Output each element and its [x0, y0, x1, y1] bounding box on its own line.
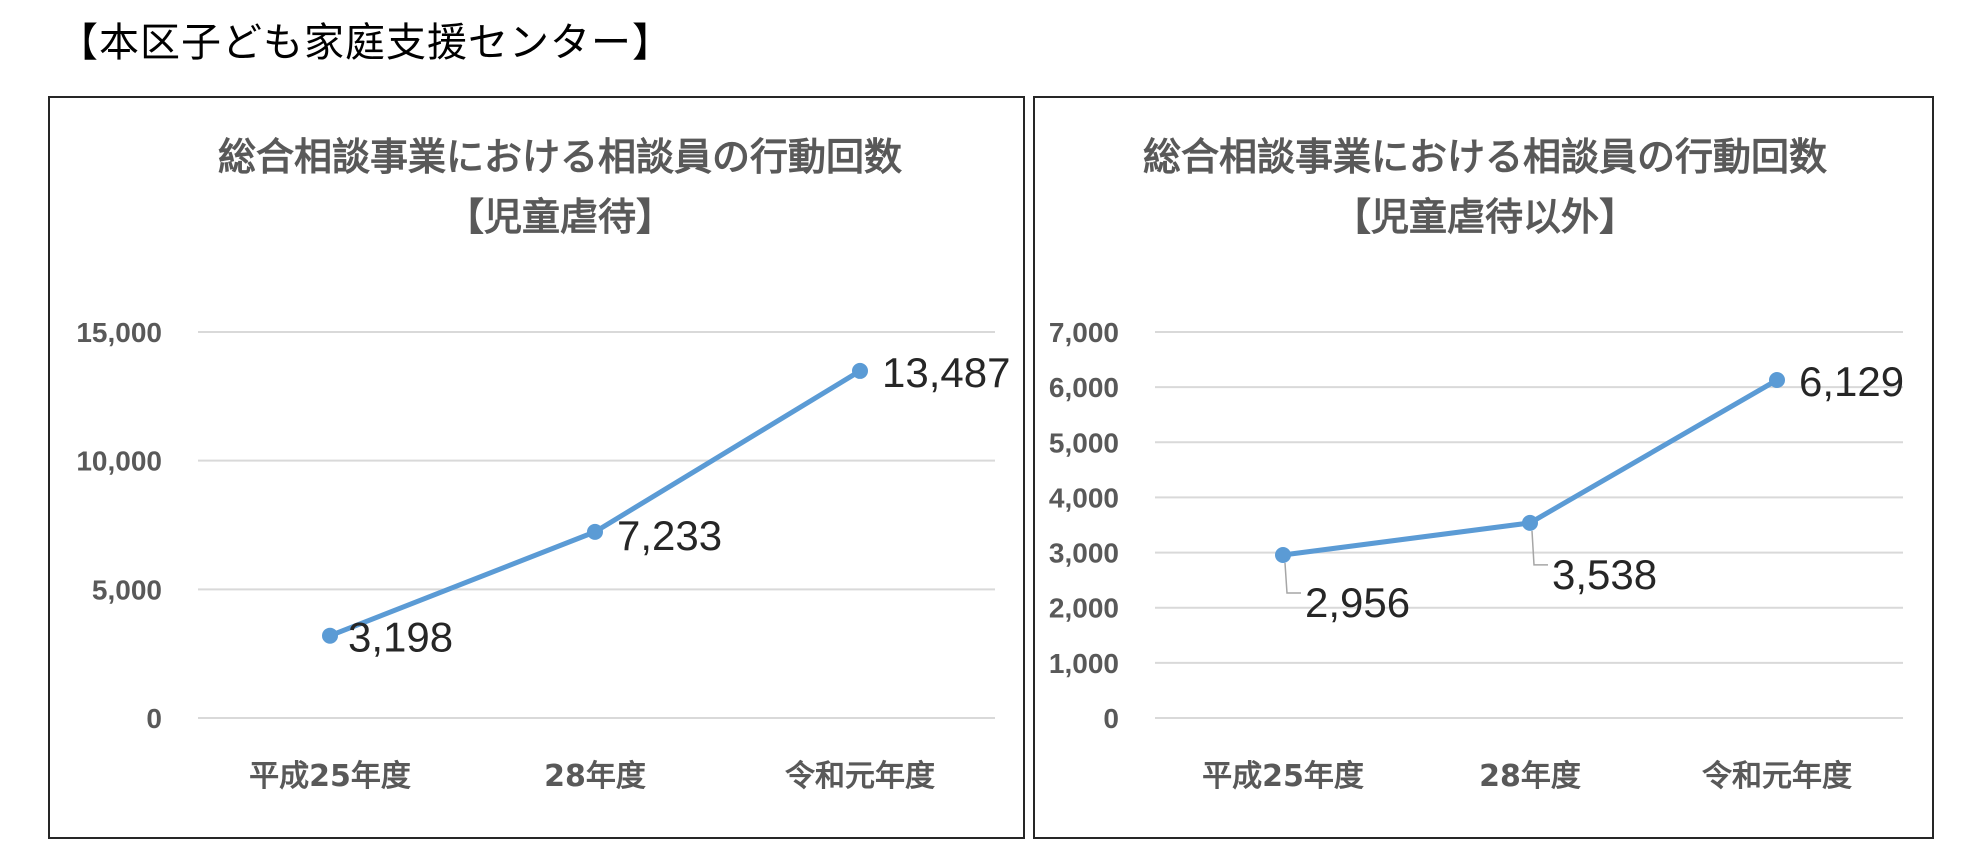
line-chart-other-than-child-abuse: 総合相談事業における相談員の行動回数【児童虐待以外】 0 1,000 2,000 3,0… [1049, 135, 1904, 794]
data-point-1 [1522, 514, 1538, 531]
leader-line-1 [1531, 530, 1548, 566]
chart-title: 総合相談事業における相談員の行動回数 [218, 135, 902, 179]
chart-panel-other-than-child-abuse: 総合相談事業における相談員の行動回数 【児童虐待以外】 0 1,000 2,000 3,0… [1033, 96, 1934, 839]
data-label-2: 6,129 [1799, 358, 1904, 405]
y-tick-label-0: 0 [146, 703, 162, 734]
x-category-label-2: 令和元年度 [785, 759, 935, 794]
data-label-0: 3,198 [348, 614, 453, 661]
chart-subtitle: 【児童虐待以外】 [1333, 195, 1637, 239]
y-tick-label-10000: 10,000 [76, 446, 162, 477]
data-point-2 [1769, 372, 1785, 389]
x-category-label-2: 令和元年度 [1702, 759, 1852, 794]
y-tick-label-0: 0 [1103, 703, 1119, 734]
y-tick-label-1000: 1,000 [1049, 648, 1119, 679]
y-tick-label-6000: 6,000 [1049, 372, 1119, 403]
y-tick-label-5000: 5,000 [1049, 427, 1119, 458]
data-point-2 [852, 362, 868, 379]
x-category-label-1: 28年度 [544, 759, 646, 794]
data-label-0: 2,956 [1305, 579, 1410, 626]
y-tick-label-15000: 15,000 [76, 317, 162, 348]
chart-subtitle: 【児童虐待】 [446, 195, 674, 239]
series-line [327, 368, 863, 639]
y-tick-label-2000: 2,000 [1049, 593, 1119, 624]
leader-line-0 [1284, 562, 1301, 594]
data-point-0 [322, 627, 338, 644]
x-category-label-1: 28年度 [1479, 759, 1581, 794]
y-tick-label-3000: 3,000 [1049, 538, 1119, 569]
x-category-label-0: 平成25年度 [249, 759, 411, 794]
page-heading: 【本区子ども家庭支援センター】 [58, 20, 673, 66]
y-tick-label-4000: 4,000 [1049, 482, 1119, 513]
data-label-1: 3,538 [1552, 551, 1657, 598]
data-point-0 [1275, 546, 1291, 563]
data-point-1 [587, 523, 603, 540]
y-tick-label-7000: 7,000 [1049, 317, 1119, 348]
chart-title: 総合相談事業における相談員の行動回数 [1143, 135, 1827, 179]
line-chart-child-abuse: 総合相談事業における相談員の行動回数【児童虐待】 0 5,000 10,000 15,0… [76, 135, 1010, 794]
data-label-1: 7,233 [617, 512, 722, 559]
data-label-2: 13,487 [882, 349, 1010, 396]
x-category-label-0: 平成25年度 [1202, 759, 1364, 794]
y-tick-label-5000: 5,000 [92, 574, 162, 605]
chart-panel-child-abuse: 総合相談事業における相談員の行動回数 【児童虐待】 0 5,000 10,000 15,0… [48, 96, 1025, 839]
